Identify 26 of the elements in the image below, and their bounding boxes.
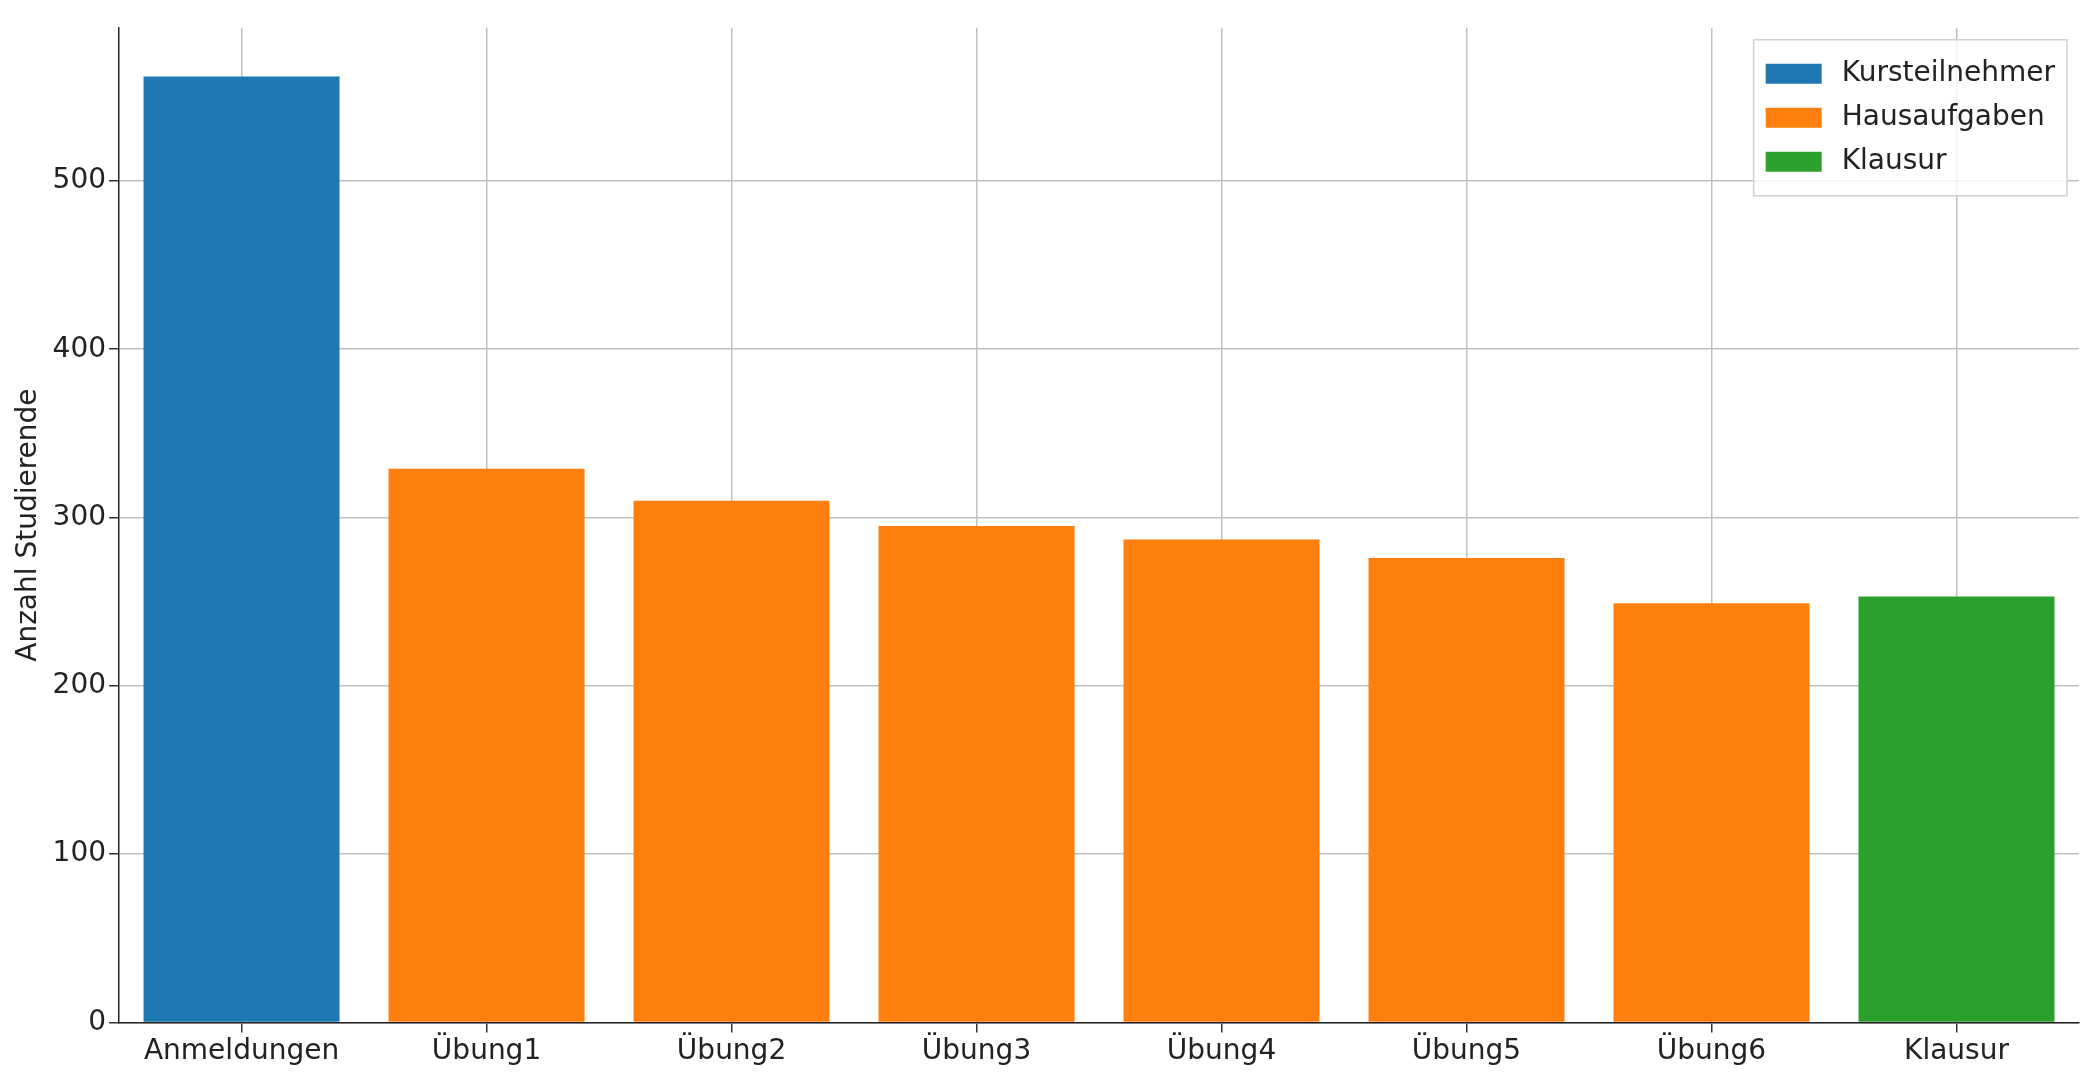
y-axis-title: Anzahl Studierende [10,388,44,662]
x-tick-label: Übung5 [1411,1032,1522,1067]
y-tick-label: 500 [52,162,107,196]
x-tick-label: Übung2 [676,1032,787,1067]
x-tick-label: Übung6 [1656,1032,1767,1067]
bar [143,76,340,1022]
bar [1613,603,1810,1022]
x-tick-label: Übung3 [921,1032,1032,1067]
y-tick-label: 200 [52,667,107,701]
y-tick-label: 300 [52,498,107,532]
bar [1123,539,1320,1022]
y-tick-label: 0 [88,1003,107,1037]
legend-label: Kursteilnehmer [1841,55,2056,89]
x-tick-label: Übung4 [1166,1032,1277,1067]
y-tick-label: 400 [52,330,107,364]
x-tick-label: Übung1 [431,1032,542,1067]
bar [1858,596,2055,1022]
bar [388,468,585,1022]
legend-label: Hausaufgaben [1841,99,2045,133]
bar [878,525,1075,1022]
y-tick-label: 100 [52,835,107,869]
bar [633,500,830,1022]
legend-label: Klausur [1841,143,1948,177]
x-tick-label: Anmeldungen [143,1033,340,1067]
bar [1368,557,1565,1022]
x-tick-label: Klausur [1904,1033,2010,1067]
